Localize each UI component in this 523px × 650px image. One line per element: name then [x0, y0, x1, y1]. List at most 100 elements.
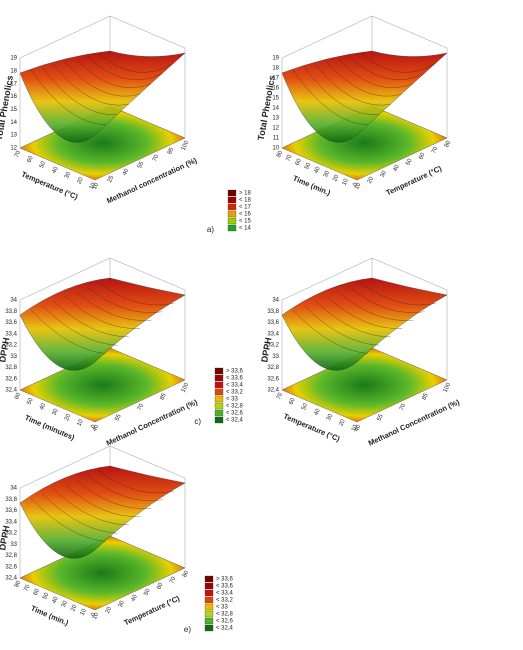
z-tick-label: 34 — [272, 298, 279, 304]
z-tick-label: 18 — [272, 66, 279, 72]
z-tick-label: 18 — [10, 68, 17, 74]
z-tick-label: 33,8 — [5, 497, 17, 503]
legend-swatch — [214, 416, 224, 424]
x-tick-label: 20 — [70, 603, 79, 612]
z-tick-label: 32,8 — [267, 365, 279, 371]
legend-label: < 33,6 — [216, 584, 234, 590]
x-tick-label: 70 — [14, 149, 23, 158]
y-tick-label: 25 — [107, 174, 116, 183]
mesh-line — [31, 310, 107, 354]
x-tick-label: 0 — [90, 423, 97, 429]
legend-swatch — [204, 624, 214, 632]
y-tick-label: 40 — [131, 593, 140, 602]
x-tick-label: 60 — [26, 155, 35, 164]
z-tick-label: 33,2 — [5, 531, 17, 537]
y-tick-label: 30 — [380, 169, 389, 178]
y-tick-label: 40 — [393, 163, 402, 172]
z-tick-label: 33 — [10, 542, 17, 548]
response-surface — [281, 50, 448, 143]
legend-label: > 18 — [239, 191, 252, 197]
mesh-line — [87, 56, 163, 80]
z-tick-label: 34 — [10, 486, 17, 492]
z-tick-label: 17 — [10, 81, 17, 87]
z-tick-label: 34 — [10, 298, 17, 304]
mesh-line — [293, 70, 369, 125]
x-tick-label: 30 — [323, 169, 332, 178]
legend-swatch — [204, 596, 214, 604]
legend-label: < 33,4 — [216, 591, 234, 597]
mesh-line — [98, 470, 174, 494]
mesh-line — [64, 61, 141, 97]
legend-swatch — [227, 210, 237, 218]
x-tick-label: 40 — [39, 402, 48, 411]
mesh-line — [349, 56, 425, 80]
legend-label: < 17 — [239, 205, 252, 211]
mesh-line — [326, 296, 403, 329]
z-tick-label: 33,8 — [267, 309, 279, 315]
x-tick-label: 0 — [352, 181, 359, 187]
legend-label: < 33 — [226, 397, 239, 403]
mesh-line — [87, 287, 163, 313]
legend-swatch — [214, 381, 224, 389]
z-tick-label: 13 — [10, 133, 17, 139]
y-tick-label: 80 — [182, 569, 191, 578]
response-surface — [19, 50, 186, 143]
y-tick-label: 80 — [444, 139, 453, 148]
contour-floor — [19, 347, 186, 423]
legend-label: < 32,4 — [216, 626, 234, 632]
z-tick-label: 32,6 — [5, 564, 17, 570]
z-tick-label: 32,6 — [5, 376, 17, 382]
mesh-line — [76, 479, 152, 509]
legend-swatch — [204, 617, 214, 625]
mesh-line — [31, 70, 107, 125]
legend-label: < 33,6 — [226, 376, 244, 382]
y-tick-label: 40 — [354, 423, 363, 432]
z-tick-label: 14 — [272, 106, 279, 112]
z-tick-label: 17 — [272, 76, 279, 82]
y-tick-label: 10 — [92, 611, 101, 620]
legend-label: < 33,2 — [216, 598, 234, 604]
mesh-line — [338, 291, 414, 321]
y-tick-label: 20 — [367, 175, 376, 184]
z-tick-label: 12 — [10, 146, 17, 152]
z-tick-label: 13 — [272, 116, 279, 122]
y-tick-label: 85 — [167, 146, 176, 155]
z-tick-label: 33,2 — [5, 343, 17, 349]
x-tick-label: 40 — [51, 595, 60, 604]
x-tick-label: 50 — [301, 402, 310, 411]
x-tick-label: 50 — [304, 161, 313, 170]
z-tick-label: 32,8 — [5, 365, 17, 371]
mesh-line — [338, 59, 414, 88]
x-tick-label: 50 — [39, 160, 48, 169]
y-tick-label: 70 — [137, 402, 146, 411]
legend-swatch — [227, 217, 237, 225]
mesh-line — [64, 296, 141, 329]
legend-swatch — [204, 575, 214, 583]
x-tick-label: 50 — [26, 397, 35, 406]
legend-label: < 33 — [216, 605, 229, 611]
legend-label: < 32,8 — [226, 404, 244, 410]
x-tick-label: 60 — [14, 391, 23, 400]
legend-swatch — [214, 388, 224, 396]
mesh-line — [53, 64, 129, 106]
mesh-line — [42, 305, 118, 346]
mesh-line — [53, 301, 129, 338]
panel-letter: a) — [207, 225, 214, 234]
y-tick-label: 100 — [181, 139, 191, 151]
y-tick-label: 70 — [152, 153, 161, 162]
y-tick-label: 55 — [376, 413, 385, 422]
y-tick-label: 40 — [92, 423, 101, 432]
legend-label: < 16 — [239, 212, 252, 218]
mesh-line — [31, 498, 107, 542]
legend-label: < 18 — [239, 198, 252, 204]
z-tick-label: 19 — [272, 56, 279, 62]
legend-swatch — [204, 603, 214, 611]
y-tick-label: 60 — [418, 151, 427, 160]
mesh-line — [360, 53, 436, 73]
y-tick-label: 20 — [105, 605, 114, 614]
panel-letter: e) — [184, 625, 191, 634]
response-surface — [281, 277, 448, 371]
legend-swatch — [227, 203, 237, 211]
z-tick-label: 14 — [10, 120, 17, 126]
